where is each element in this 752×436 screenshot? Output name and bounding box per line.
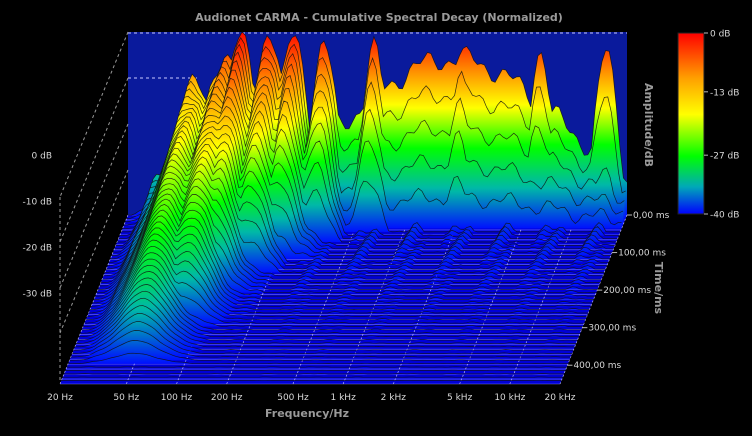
- decay-slice-line: [126, 36, 626, 219]
- decay-slice: [91, 227, 591, 307]
- decay-slices: [61, 31, 628, 381]
- decay-slice-line: [73, 313, 574, 351]
- decay-slice-line: [88, 239, 589, 314]
- colorbar-tick-label: -40 dB: [710, 211, 739, 221]
- z-axis: 0 dB -10 dB -20 dB -30 dB: [23, 152, 52, 300]
- decay-slice-line: [102, 178, 602, 280]
- decay-slice-line: [78, 284, 579, 338]
- decay-slice-line: [84, 258, 585, 324]
- x-tick-label: 2 kHz: [381, 393, 407, 403]
- decay-slice-line: [94, 215, 594, 300]
- decay-slice-line: [68, 352, 568, 365]
- z-tick-label: -20 dB: [23, 244, 52, 254]
- colorbar: [677, 32, 705, 215]
- decay-slice-line: [111, 131, 611, 256]
- decay-slice-line: [76, 297, 577, 344]
- decay-slice-line: [125, 43, 625, 223]
- decay-slice-line: [66, 366, 567, 368]
- time-tick-label: 400,00 ms: [573, 361, 621, 371]
- time-tick-label: 0,00 ms: [633, 211, 670, 221]
- decay-slice-line: [106, 156, 606, 270]
- decay-slice-line: [113, 125, 613, 253]
- x-tick-label: 5 kHz: [447, 393, 473, 403]
- decay-slice-line: [98, 198, 598, 290]
- decay-slice-line: [65, 369, 566, 371]
- decay-slice-line: [75, 305, 575, 348]
- time-axis: 0,00 ms 100,00 ms 200,00 ms 300,00 ms 400,00…: [567, 211, 670, 371]
- decay-slice-line: [107, 150, 607, 267]
- time-tick-label: 200,00 ms: [603, 286, 651, 296]
- x-tick-label: 100 Hz: [161, 393, 193, 403]
- left-wall: [59, 31, 129, 380]
- x-axis-label: Frequency/Hz: [265, 407, 349, 420]
- decay-slice-line: [77, 290, 578, 341]
- decay-slice-line: [110, 137, 610, 260]
- decay-slice-line: [89, 233, 590, 310]
- decay-slice-line: [103, 170, 603, 277]
- x-tick-label: 50 Hz: [113, 393, 139, 403]
- time-tick-label: 100,00 ms: [618, 249, 666, 259]
- colorbar-tick-label: 0 dB: [710, 30, 730, 40]
- z-tick-label: -10 dB: [23, 198, 52, 208]
- decay-slice-line: [87, 245, 587, 317]
- decay-slice: [68, 353, 568, 364]
- decay-slice: [95, 210, 595, 297]
- colorbar-ticks: 0 dB -13 dB -27 dB -40 dB: [704, 30, 739, 221]
- decay-slice-line: [123, 51, 624, 226]
- z-axis-label: Amplitude/dB: [642, 83, 655, 167]
- time-axis-label: Time/ms: [652, 262, 665, 315]
- x-tick-label: 20 kHz: [544, 393, 575, 403]
- decay-slice-line: [83, 264, 583, 327]
- z-tick-label: 0 dB: [32, 152, 52, 162]
- x-tick-label: 10 kHz: [494, 393, 525, 403]
- decay-slice-line: [80, 277, 581, 334]
- time-tick-label: 300,00 ms: [588, 324, 636, 334]
- decay-slice-line: [69, 340, 570, 361]
- decay-slice-line: [81, 271, 582, 331]
- x-axis: 20 Hz 50 Hz 100 Hz 200 Hz 500 Hz 1 kHz 2 kHz 5 …: [47, 393, 576, 403]
- decay-slice: [96, 204, 597, 293]
- decay-slice-line: [104, 163, 605, 273]
- decay-slice-line: [128, 31, 628, 216]
- decay-slice-line: [91, 227, 591, 307]
- x-tick-label: 1 kHz: [331, 393, 357, 403]
- decay-slice: [92, 221, 593, 303]
- decay-slice-line: [96, 204, 597, 294]
- colorbar-tick-label: -27 dB: [710, 152, 739, 162]
- decay-slice-line: [100, 186, 601, 283]
- x-tick-label: 500 Hz: [277, 393, 309, 403]
- decay-slice-line: [95, 209, 595, 297]
- decay-slice-line: [72, 321, 573, 354]
- z-tick-label: -30 dB: [23, 290, 52, 300]
- decay-slice-line: [99, 193, 599, 287]
- decay-slice-line: [92, 221, 593, 304]
- x-tick-label: 20 Hz: [47, 393, 73, 403]
- decay-slice-line: [122, 60, 622, 229]
- x-tick-label: 200 Hz: [211, 393, 243, 403]
- colorbar-tick-label: -13 dB: [710, 88, 739, 98]
- decay-slice: [94, 215, 594, 300]
- chart-title: Audionet CARMA - Cumulative Spectral Dec…: [195, 11, 563, 24]
- decay-slice-line: [109, 144, 609, 263]
- decay-slice-line: [85, 252, 586, 321]
- decay-slice-line: [70, 330, 571, 358]
